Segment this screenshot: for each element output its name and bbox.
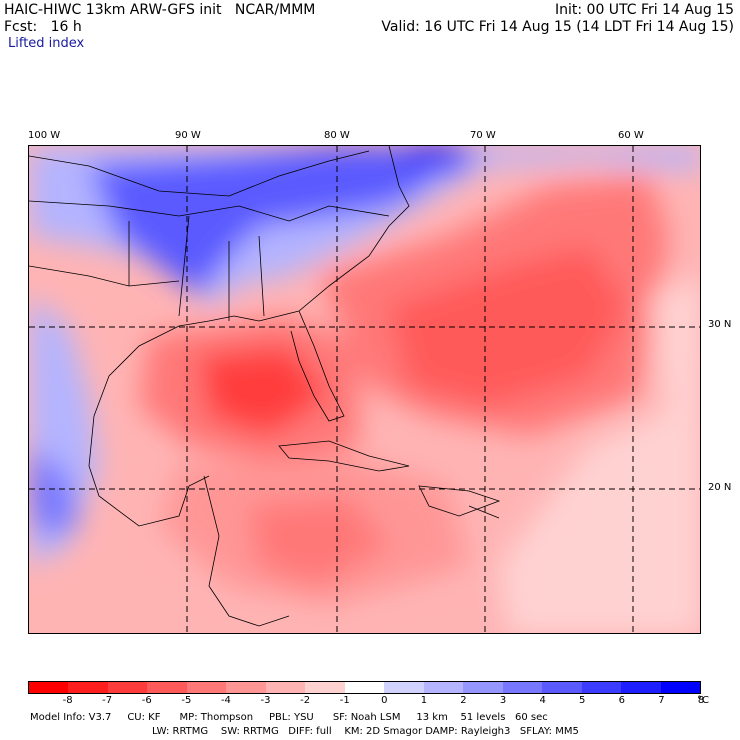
lon-label: 70 W — [470, 130, 496, 141]
lon-label: 60 W — [618, 130, 644, 141]
field-name: Lifted index — [8, 36, 85, 51]
colorbar-tick-label: 7 — [658, 695, 665, 706]
colorbar-tick-label: 1 — [420, 695, 428, 706]
colorbar-tick-label: 5 — [579, 695, 586, 706]
colorbar-swatch — [384, 682, 424, 693]
lat-label: 20 N — [708, 482, 732, 493]
lon-label: 80 W — [324, 130, 350, 141]
colorbar — [28, 681, 701, 694]
lon-label: 90 W — [175, 130, 201, 141]
colorbar-swatch — [542, 682, 582, 693]
colorbar-tick-label: 6 — [618, 695, 625, 706]
lifted-index-map — [28, 145, 701, 634]
colorbar-tick-label: 2 — [460, 695, 467, 706]
forecast-hour: Fcst: 16 h — [4, 19, 82, 35]
colorbar-swatch — [423, 682, 464, 693]
model-info-line1: Model Info: V3.7 CU: KF MP: Thompson PBL… — [30, 712, 548, 723]
colorbar-tick-label: -4 — [220, 695, 231, 706]
model-title: HAIC-HIWC 13km ARW-GFS init NCAR/MMM — [4, 2, 316, 18]
colorbar-swatch — [29, 682, 69, 693]
valid-time: Valid: 16 UTC Fri 14 Aug 15 (14 LDT Fri … — [381, 19, 734, 35]
colorbar-swatch — [621, 682, 661, 693]
colorbar-tick-label: -7 — [102, 695, 113, 706]
colorbar-swatch — [186, 682, 227, 693]
model-info-line2: LW: RRTMG SW: RRTMG DIFF: full KM: 2D Sm… — [152, 726, 579, 737]
colorbar-swatch — [344, 682, 385, 693]
colorbar-unit: °C — [697, 695, 709, 706]
colorbar-tick-label: 3 — [499, 695, 507, 706]
colorbar-tick-label: -5 — [181, 695, 192, 706]
colorbar-swatch — [226, 682, 266, 693]
colorbar-swatch — [660, 682, 700, 693]
colorbar-tick-label: 8 — [697, 695, 705, 706]
colorbar-tick-label: -8 — [62, 695, 73, 706]
colorbar-tick-label: 0 — [381, 695, 388, 706]
colorbar-tick-label: -3 — [260, 695, 271, 706]
colorbar-swatch — [305, 682, 345, 693]
init-time: Init: 00 UTC Fri 14 Aug 15 — [554, 2, 734, 18]
lat-label: 30 N — [708, 319, 732, 330]
colorbar-tick-label: -6 — [141, 695, 152, 706]
colorbar-swatch — [502, 682, 543, 693]
colorbar-swatch — [463, 682, 503, 693]
colorbar-swatch — [265, 682, 306, 693]
colorbar-tick-label: -1 — [339, 695, 350, 706]
colorbar-swatch — [147, 682, 187, 693]
colorbar-swatch — [107, 682, 148, 693]
colorbar-swatch — [581, 682, 622, 693]
lon-label: 100 W — [28, 130, 61, 141]
colorbar-tick-label: 4 — [539, 695, 546, 706]
colorbar-tick-label: -2 — [300, 695, 311, 706]
colorbar-swatch — [68, 682, 108, 693]
